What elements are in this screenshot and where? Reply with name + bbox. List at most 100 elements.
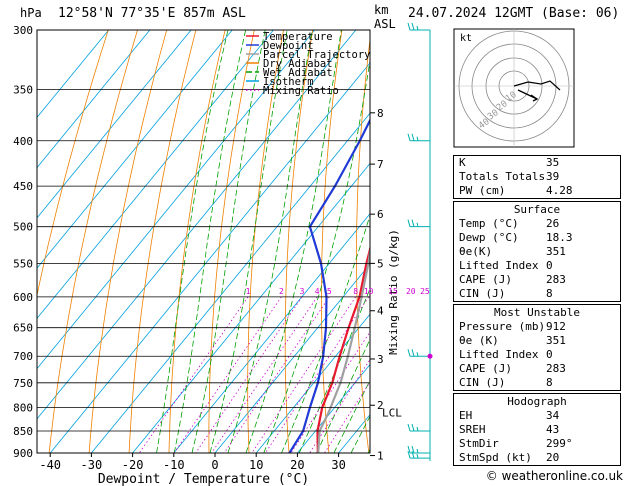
- mixing-ratio-line: [211, 296, 318, 453]
- isotherm-line: [49, 62, 370, 453]
- datetime-label: 24.07.2024 12GMT (Base: 06): [408, 6, 620, 21]
- legend-item-label: Isotherm: [263, 76, 314, 88]
- surface-row: Lifted Index 0: [459, 259, 553, 272]
- wind-barb: [407, 423, 430, 432]
- indices-table: K 35 Totals Totals 39 PW (cm) 4.28: [453, 155, 621, 199]
- most-unstable-row: CAPE (J) 283: [459, 362, 566, 375]
- wind-marker: [427, 353, 433, 359]
- dewpoint-profile: [288, 117, 370, 453]
- dry-adiabat-line: [424, 30, 449, 453]
- surface-row: Temp (°C) 26: [459, 217, 560, 230]
- most-unstable-row: CIN (J) 8: [459, 376, 553, 389]
- pressure-tick-label: 850: [13, 425, 33, 438]
- surface-title: Surface: [513, 203, 561, 216]
- index-row: PW (cm) 4.28: [459, 184, 573, 197]
- hodograph-unit: kt: [460, 33, 472, 44]
- hodograph-row: StmSpd (kt) 20: [459, 451, 560, 464]
- isotherm-line: [37, 30, 192, 219]
- mixing-ratio-label: 10: [364, 287, 374, 296]
- km-tick-label: 7: [377, 158, 384, 171]
- surface-row: CAPE (J) 283: [459, 273, 566, 286]
- isotherm-line: [37, 30, 151, 169]
- legend-item-label: Mixing Ratio: [263, 85, 339, 97]
- pressure-tick-label: 650: [13, 322, 33, 335]
- pressure-tick-label: 900: [13, 447, 33, 460]
- index-row: K 35: [459, 156, 560, 169]
- mixing-ratio-label: 3: [300, 287, 305, 296]
- wind-barb: [407, 133, 430, 142]
- mixing-ratio-label: 1: [246, 287, 251, 296]
- legend-item-label: Dewpoint: [263, 40, 314, 52]
- temperature-tick-label: 20: [290, 458, 304, 472]
- location-label: 12°58'N 77°35'E 857m ASL: [58, 6, 246, 21]
- temperature-profile: [316, 245, 370, 453]
- hodograph-row: SREH 43: [459, 423, 560, 436]
- most-unstable-table: Most Unstable Pressure (mb) 912 θe (K) 351…: [453, 304, 621, 391]
- dry-adiabat-line: [168, 30, 226, 453]
- legend-item-label: Dry Adiabat: [263, 58, 333, 70]
- index-row: Totals Totals 39: [459, 170, 560, 183]
- temperature-tick-label: -40: [39, 458, 61, 472]
- height-unit-km: km: [374, 3, 389, 17]
- surface-table: Surface Temp (°C) 26 Dewp (°C) 18.3 θe(K) 3…: [453, 201, 621, 302]
- wind-barb: [407, 450, 430, 459]
- pressure-tick-label: 300: [13, 24, 33, 37]
- legend-item-label: Temperature: [263, 31, 333, 43]
- lcl-label: LCL: [382, 406, 402, 419]
- legend-item-label: Wet Adiabat: [263, 67, 333, 79]
- temperature-tick-label: 0: [211, 458, 218, 472]
- isotherm-line: [37, 30, 233, 269]
- temperature-tick-label: 10: [249, 458, 263, 472]
- km-tick-label: 5: [377, 257, 384, 270]
- parcel-trajectory-profile: [317, 244, 370, 453]
- km-tick-label: 4: [377, 305, 384, 318]
- most-unstable-row: θe (K) 351: [459, 334, 566, 347]
- temperature-tick-label: 30: [331, 458, 345, 472]
- plot-frame: [36, 29, 371, 454]
- pressure-tick-label: 500: [13, 221, 33, 234]
- km-tick-label: 1: [377, 450, 384, 463]
- wind-barb: [407, 349, 430, 357]
- km-tick-label: 6: [377, 208, 384, 221]
- hodograph-table-title: Hodograph: [507, 395, 567, 408]
- credit-label: © weatheronline.co.uk: [485, 469, 623, 483]
- isotherm-line: [37, 30, 315, 370]
- pressure-tick-label: 350: [13, 83, 33, 96]
- mixing-ratio-label: 5: [327, 287, 332, 296]
- storm-motion-arrow: [517, 89, 538, 100]
- mixing-ratio-label: 15: [388, 287, 398, 296]
- km-tick-label: 8: [377, 107, 384, 120]
- temperature-tick-label: -10: [163, 458, 185, 472]
- surface-row: CIN (J) 8: [459, 287, 553, 300]
- km-tick-label: 3: [377, 353, 384, 366]
- pressure-tick-label: 600: [13, 291, 33, 304]
- wind-barb: [407, 445, 430, 454]
- wind-barb: [407, 219, 430, 228]
- x-axis-label: Dewpoint / Temperature (°C): [98, 472, 309, 486]
- mixing-ratio-label: 20: [406, 287, 416, 296]
- pressure-tick-label: 750: [13, 377, 33, 390]
- hodograph-row: StmDir 299°: [459, 437, 573, 450]
- isotherm-line: [37, 30, 274, 319]
- temperature-tick-label: -20: [122, 458, 144, 472]
- pressure-tick-label: 400: [13, 135, 33, 148]
- hodograph-row: EH 34: [459, 409, 560, 422]
- pressure-unit: hPa: [20, 6, 42, 20]
- hodograph-table: Hodograph EH 34 SREH 43 StmDir 299° StmSpd …: [453, 393, 621, 466]
- temperature-tick-label: -30: [81, 458, 103, 472]
- mixing-ratio-label: 2: [279, 287, 284, 296]
- y-axis-label: Mixing Ratio (g/kg): [387, 229, 400, 355]
- height-unit-asl: ASL: [374, 17, 396, 31]
- mixing-ratio-label: 8: [353, 287, 358, 296]
- legend-item-label: Parcel Trajectory: [263, 49, 370, 61]
- most-unstable-row: Pressure (mb) 912: [459, 320, 566, 333]
- pressure-tick-label: 450: [13, 180, 33, 193]
- hodograph-trace: [513, 80, 561, 91]
- most-unstable-row: Lifted Index 0: [459, 348, 553, 361]
- wind-barb: [407, 22, 430, 31]
- pressure-tick-label: 800: [13, 402, 33, 415]
- mixing-ratio-label: 4: [315, 287, 320, 296]
- dry-adiabat-line: [88, 30, 168, 453]
